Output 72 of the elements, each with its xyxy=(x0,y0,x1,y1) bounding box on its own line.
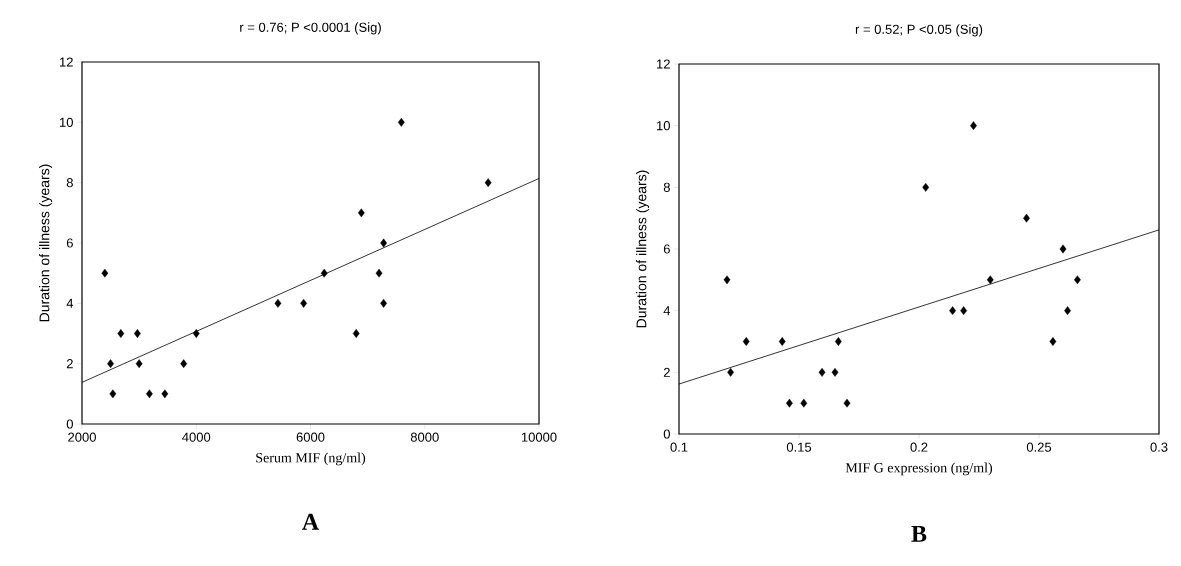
point xyxy=(960,306,967,316)
x-tick-label: 0.25 xyxy=(1026,442,1052,452)
point xyxy=(107,359,114,369)
x-tick-label: 0.3 xyxy=(1150,442,1168,452)
point xyxy=(922,182,930,192)
x-tick-label: 0.15 xyxy=(786,442,812,452)
point xyxy=(352,329,360,338)
point xyxy=(970,121,977,131)
point xyxy=(117,329,125,338)
x-tick-label: 6000 xyxy=(296,432,325,442)
point xyxy=(727,367,734,377)
x-axis-title: MIF G expression (ng/ml) xyxy=(845,462,993,476)
point xyxy=(380,298,387,308)
point xyxy=(180,359,188,369)
point xyxy=(742,337,750,346)
point xyxy=(800,398,808,408)
point xyxy=(1023,213,1030,223)
point xyxy=(1059,244,1067,254)
point xyxy=(843,398,851,408)
x-tick-label: 0.1 xyxy=(670,442,688,452)
text: A xyxy=(302,513,319,530)
y-tick-label: 6 xyxy=(66,238,73,248)
point xyxy=(484,178,492,188)
point xyxy=(146,389,153,399)
x-tick-label: 10000 xyxy=(521,432,557,442)
y-axis-title: Duration of illness (years) xyxy=(39,164,53,322)
y-tick-label: 0 xyxy=(663,429,670,439)
y-tick-label: 12 xyxy=(60,57,73,67)
point xyxy=(397,117,405,127)
chart-title: r = 0.76; P <0.0001 (Sig) xyxy=(240,22,381,35)
x-tick-label: 2000 xyxy=(68,432,96,442)
point xyxy=(135,359,143,369)
y-axis-title: Duration of illness (years) xyxy=(636,170,650,328)
x-tick-label: 4000 xyxy=(182,432,211,442)
x-tick-label: 8000 xyxy=(410,432,439,442)
point xyxy=(831,367,839,377)
point xyxy=(192,329,200,338)
y-tick-label: 10 xyxy=(60,117,73,127)
point xyxy=(101,268,109,278)
point xyxy=(161,389,169,399)
y-tick-label: 2 xyxy=(66,359,73,369)
point xyxy=(723,275,731,285)
point xyxy=(300,298,307,308)
y-tick-label: 8 xyxy=(66,178,73,188)
y-tick-label: 0 xyxy=(66,419,73,429)
point xyxy=(1049,337,1057,346)
y-tick-label: 4 xyxy=(663,306,671,316)
x-axis-title: Serum MIF (ng/ml) xyxy=(256,452,366,466)
point xyxy=(778,337,786,346)
text: B xyxy=(911,526,927,542)
point xyxy=(949,306,956,316)
point xyxy=(134,329,141,338)
y-tick-label: 12 xyxy=(657,59,670,69)
point xyxy=(274,298,282,308)
y-tick-label: 2 xyxy=(663,367,670,377)
point xyxy=(1064,306,1071,316)
point xyxy=(986,275,994,285)
point xyxy=(835,337,842,346)
point xyxy=(818,367,826,377)
point xyxy=(320,268,328,278)
point xyxy=(1074,275,1081,285)
point xyxy=(357,208,365,218)
point xyxy=(109,389,117,399)
y-tick-label: 4 xyxy=(66,298,74,308)
point xyxy=(380,238,387,248)
point xyxy=(786,398,793,408)
y-tick-label: 10 xyxy=(657,121,670,131)
y-tick-label: 8 xyxy=(663,182,670,192)
x-tick-label: 0.2 xyxy=(910,442,928,452)
chart-title: r = 0.52; P <0.05 (Sig) xyxy=(855,24,983,37)
y-tick-label: 6 xyxy=(663,244,670,254)
point xyxy=(375,268,383,278)
